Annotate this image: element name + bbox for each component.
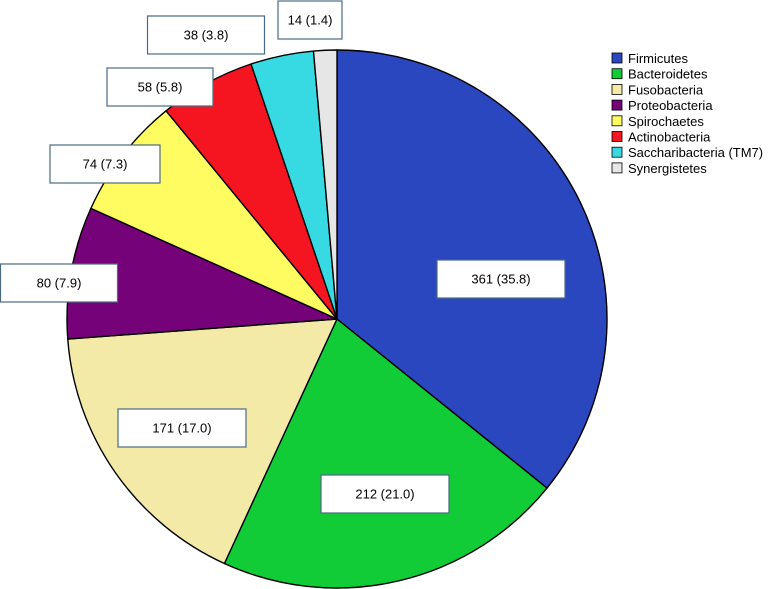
data-label-synergistetes: 14 (1.4) bbox=[277, 0, 343, 40]
legend-item-bacteroidetes: Bacteroidetes bbox=[611, 67, 708, 82]
legend-item-firmicutes: Firmicutes bbox=[611, 51, 688, 66]
data-label-text: 171 (17.0) bbox=[152, 421, 211, 436]
legend-item-synergistetes: Synergistetes bbox=[611, 161, 707, 176]
data-label-text: 361 (35.8) bbox=[471, 272, 530, 287]
legend: FirmicutesBacteroidetesFusobacteriaProte… bbox=[611, 51, 763, 176]
data-label-box bbox=[0, 263, 119, 303]
legend-item-spirochaetes: Spirochaetes bbox=[611, 114, 704, 129]
data-label-text: 212 (21.0) bbox=[355, 487, 414, 502]
legend-label: Spirochaetes bbox=[628, 114, 704, 129]
data-label-box bbox=[106, 67, 214, 107]
legend-item-saccharibacteria-tm7: Saccharibacteria (TM7) bbox=[611, 145, 763, 160]
legend-label: Actinobacteria bbox=[628, 130, 711, 145]
data-label-fusobacteria: 171 (17.0) bbox=[117, 408, 247, 448]
data-label-text: 80 (7.9) bbox=[37, 276, 82, 291]
legend-item-actinobacteria: Actinobacteria bbox=[611, 130, 711, 145]
data-label-box bbox=[277, 0, 343, 40]
legend-label: Bacteroidetes bbox=[628, 67, 708, 82]
data-label-box bbox=[146, 15, 266, 55]
data-label-box bbox=[436, 259, 566, 299]
data-label-text: 38 (3.8) bbox=[184, 28, 229, 43]
pie-slice-synergistetes bbox=[312, 49, 338, 320]
legend-label: Synergistetes bbox=[628, 161, 707, 176]
data-label-bacteroidetes: 212 (21.0) bbox=[320, 474, 450, 514]
data-label-box bbox=[320, 474, 450, 514]
legend-swatch bbox=[611, 52, 623, 64]
legend-swatch bbox=[611, 99, 623, 111]
legend-label: Proteobacteria bbox=[628, 98, 713, 113]
data-label-spirochaetes: 74 (7.3) bbox=[49, 144, 161, 184]
data-label-text: 14 (1.4) bbox=[288, 13, 333, 28]
data-label-box bbox=[117, 408, 247, 448]
data-labels: 361 (35.8) 212 (21.0) 171 (17.0) 80 (7.9) 74… bbox=[0, 0, 566, 514]
legend-swatch bbox=[611, 115, 623, 127]
legend-label: Firmicutes bbox=[628, 51, 688, 66]
data-label-proteobacteria: 80 (7.9) bbox=[0, 263, 119, 303]
legend-label: Fusobacteria bbox=[628, 82, 704, 97]
legend-item-proteobacteria: Proteobacteria bbox=[611, 98, 713, 113]
legend-item-fusobacteria: Fusobacteria bbox=[611, 82, 704, 97]
legend-label: Saccharibacteria (TM7) bbox=[628, 145, 763, 160]
legend-swatch bbox=[611, 84, 623, 95]
legend-swatch bbox=[611, 162, 623, 174]
data-label-text: 58 (5.8) bbox=[138, 80, 183, 95]
legend-swatch bbox=[611, 131, 623, 142]
data-label-actinobacteria: 58 (5.8) bbox=[106, 67, 214, 107]
data-label-text: 74 (7.3) bbox=[83, 157, 128, 172]
pie-slice-bacteroidetes bbox=[223, 318, 548, 589]
legend-swatch bbox=[611, 146, 623, 158]
data-label-firmicutes: 361 (35.8) bbox=[436, 259, 566, 299]
legend-swatch bbox=[611, 68, 623, 80]
data-label-box bbox=[49, 144, 161, 184]
data-label-saccharibacteria-tm7: 38 (3.8) bbox=[146, 15, 266, 55]
